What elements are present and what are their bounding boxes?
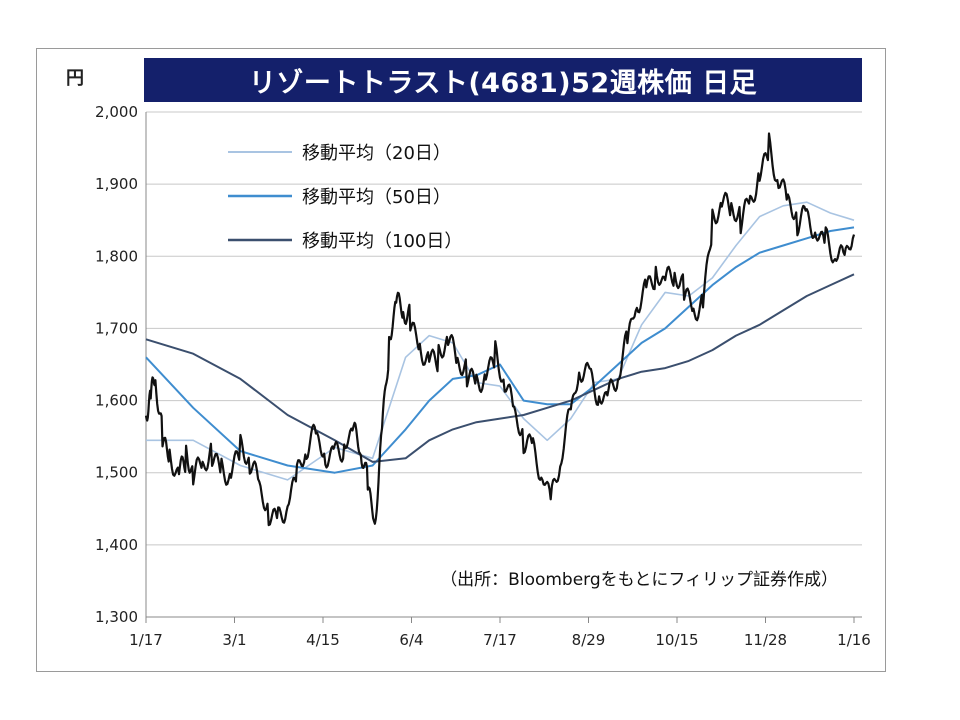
chart-frame [36, 48, 886, 672]
x-tick-label: 11/28 [744, 631, 787, 649]
y-tick-labels: 1,300 1,400 1,500 1,600 1,700 1,800 1,900 2,000 [95, 103, 138, 626]
grid-lines [146, 111, 862, 618]
y-tick-label: 1,600 [95, 392, 138, 410]
y-axis-unit: 円 [66, 68, 84, 89]
series-line-price [144, 132, 856, 527]
axes [145, 112, 862, 623]
series-lines [144, 132, 856, 527]
x-tick-label: 10/15 [655, 631, 698, 649]
y-tick-label: 1,700 [95, 319, 138, 337]
series-line-ma100 [145, 273, 855, 463]
x-tick-label: 7/17 [483, 631, 517, 649]
chart-title: リゾートトラスト(4681)52週株価 日足 [144, 58, 862, 102]
x-tick-label: 6/4 [399, 631, 423, 649]
x-tick-label: 4/15 [306, 631, 340, 649]
y-tick-label: 1,900 [95, 175, 138, 193]
series-line-ma50 [145, 226, 855, 474]
y-tick-label: 1,400 [95, 536, 138, 554]
series-line-ma20 [146, 201, 855, 481]
y-tick-label: 1,300 [95, 608, 138, 626]
source-note: （出所：Bloombergをもとにフィリップ証券作成） [440, 570, 838, 590]
x-tick-label: 1/17 [129, 631, 163, 649]
legend-entry: 移動平均（20日） [302, 143, 451, 164]
legend: 移動平均（20日） 移動平均（50日） 移動平均（100日） [228, 143, 462, 252]
legend-entry: 移動平均（50日） [302, 187, 451, 208]
x-tick-label: 3/1 [222, 631, 246, 649]
y-tick-label: 1,800 [95, 247, 138, 265]
legend-entry: 移動平均（100日） [302, 231, 462, 252]
x-tick-label: 8/29 [572, 631, 606, 649]
x-tick-labels: 1/17 3/1 4/15 6/4 7/17 8/29 10/15 11/28 1/16 [129, 631, 871, 649]
x-tick-label: 1/16 [837, 631, 871, 649]
y-tick-label: 1,500 [95, 464, 138, 482]
y-tick-label: 2,000 [95, 103, 138, 121]
